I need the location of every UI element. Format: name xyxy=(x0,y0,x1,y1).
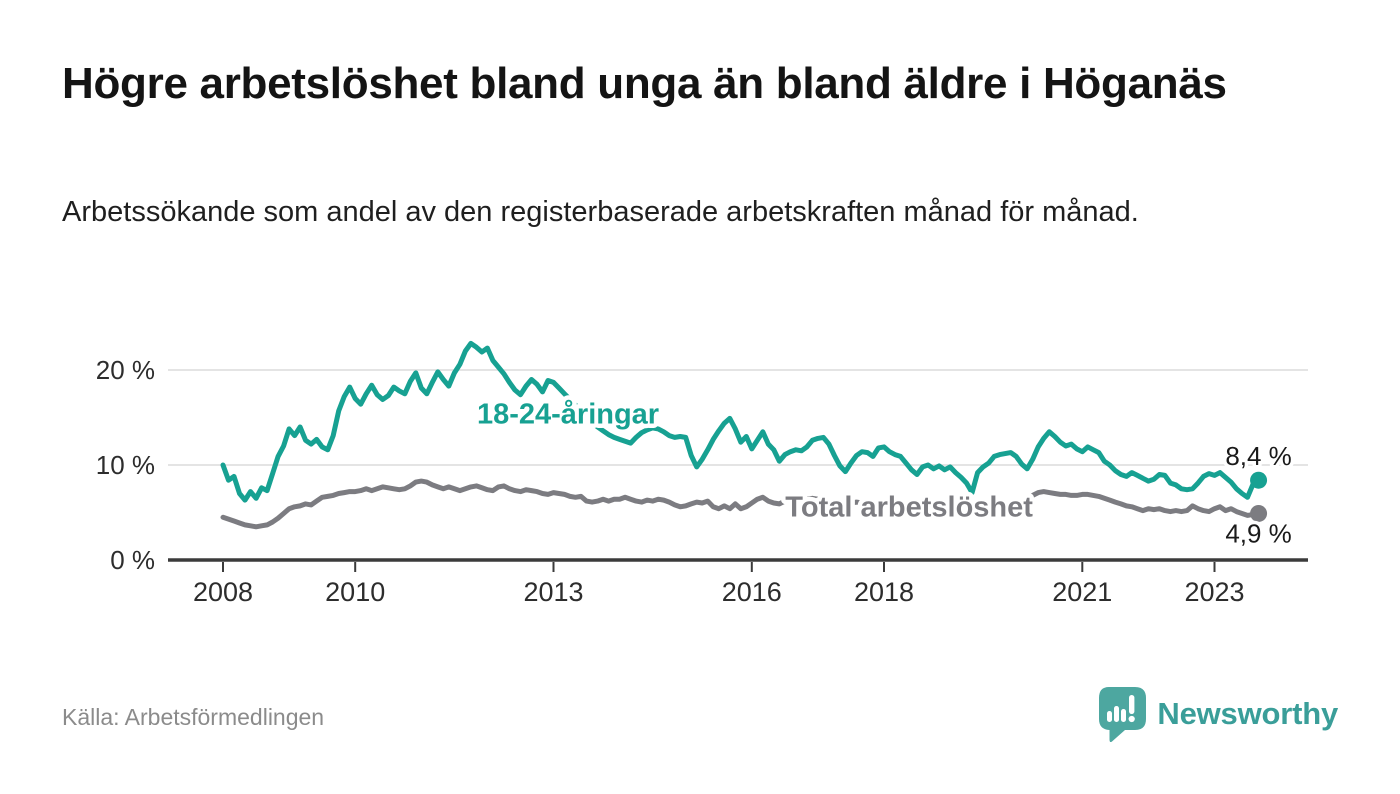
x-tick-label-2023: 2023 xyxy=(1184,577,1244,607)
source-note: Källa: Arbetsförmedlingen xyxy=(62,704,325,730)
series-end-label-0: 8,4 % xyxy=(1225,441,1292,471)
series-end-dot-0 xyxy=(1250,471,1268,489)
brand-footer: Newsworthy xyxy=(1098,686,1338,743)
series-name-label-1: Total arbetslöshet xyxy=(785,491,1033,523)
y-tick-label-20: 20 % xyxy=(96,355,155,385)
page-title: Högre arbetslöshet bland unga än bland ä… xyxy=(62,59,1227,108)
series-end-label-1: 4,9 % xyxy=(1225,518,1292,548)
brand-wordmark: Newsworthy xyxy=(1157,696,1338,731)
y-tick-label-0: 0 % xyxy=(110,545,155,575)
series-name-label-0: 18-24-åringar xyxy=(477,399,659,431)
x-tick-label-2008: 2008 xyxy=(193,577,253,607)
page-subtitle: Arbetssökande som andel av den registerb… xyxy=(62,196,1139,228)
series-line-1 xyxy=(220,478,1262,530)
y-tick-label-10: 10 % xyxy=(96,450,155,480)
newsworthy-logo-icon xyxy=(1098,686,1147,743)
x-tick-label-2010: 2010 xyxy=(325,577,385,607)
x-tick-label-2016: 2016 xyxy=(722,577,782,607)
x-tick-label-2018: 2018 xyxy=(854,577,914,607)
x-tick-label-2021: 2021 xyxy=(1052,577,1112,607)
series-line-0 xyxy=(220,340,1262,503)
x-tick-label-2013: 2013 xyxy=(523,577,583,607)
series-end-dot-1 xyxy=(1250,504,1268,522)
